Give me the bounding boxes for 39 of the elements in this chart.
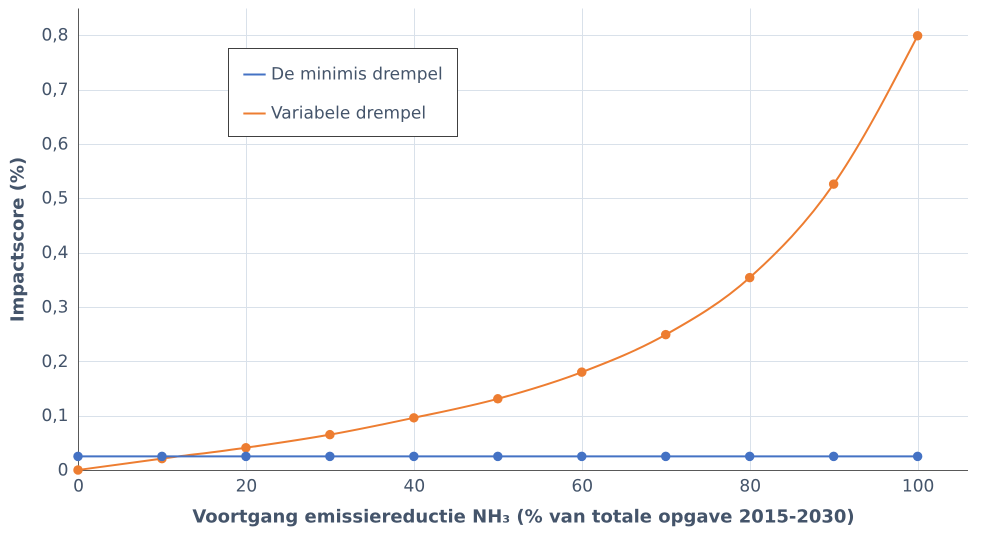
point (73, 452, 83, 462)
y-tick-label: 0,2 (41, 352, 68, 372)
x-tick-label: 60 (571, 476, 594, 496)
y-tick-label: 0,1 (41, 406, 68, 426)
y-tick-label: 0,3 (41, 297, 68, 318)
x-tick-label: 100 (902, 476, 934, 496)
y-tick-label: 0,6 (41, 134, 68, 154)
y-tick-label: 0,5 (41, 188, 68, 209)
y-tick-label: 0,8 (41, 26, 68, 46)
point (577, 452, 587, 462)
point (744, 452, 754, 462)
x-tick-label: 0 (73, 476, 84, 496)
point (912, 452, 922, 462)
point (912, 30, 922, 40)
legend-label: De minimis drempel (271, 64, 443, 84)
y-tick-label: 0,7 (41, 80, 68, 100)
point (409, 413, 419, 423)
x-tick-label: 80 (739, 476, 762, 496)
y-tick-label: 0,4 (41, 243, 68, 264)
x-axis-title: Voortgang emissiereductie NH₃ (% van totale opgave 2015-2030) (192, 506, 855, 528)
point (577, 367, 587, 377)
point (493, 452, 503, 462)
point (828, 179, 838, 189)
x-tick-label: 20 (236, 476, 258, 496)
point (660, 330, 670, 340)
point (660, 452, 670, 462)
point (241, 452, 251, 462)
point (744, 272, 754, 282)
point (241, 442, 251, 452)
point (325, 430, 335, 440)
x-tick-label: 40 (404, 476, 426, 496)
point (409, 452, 419, 462)
y-axis-title: Impactscore (%) (7, 156, 28, 322)
point (73, 465, 83, 475)
point (325, 452, 335, 462)
legend-label: Variabele drempel (271, 104, 426, 124)
point (493, 394, 503, 404)
y-tick-label: 0 (58, 460, 68, 480)
point (828, 452, 838, 462)
